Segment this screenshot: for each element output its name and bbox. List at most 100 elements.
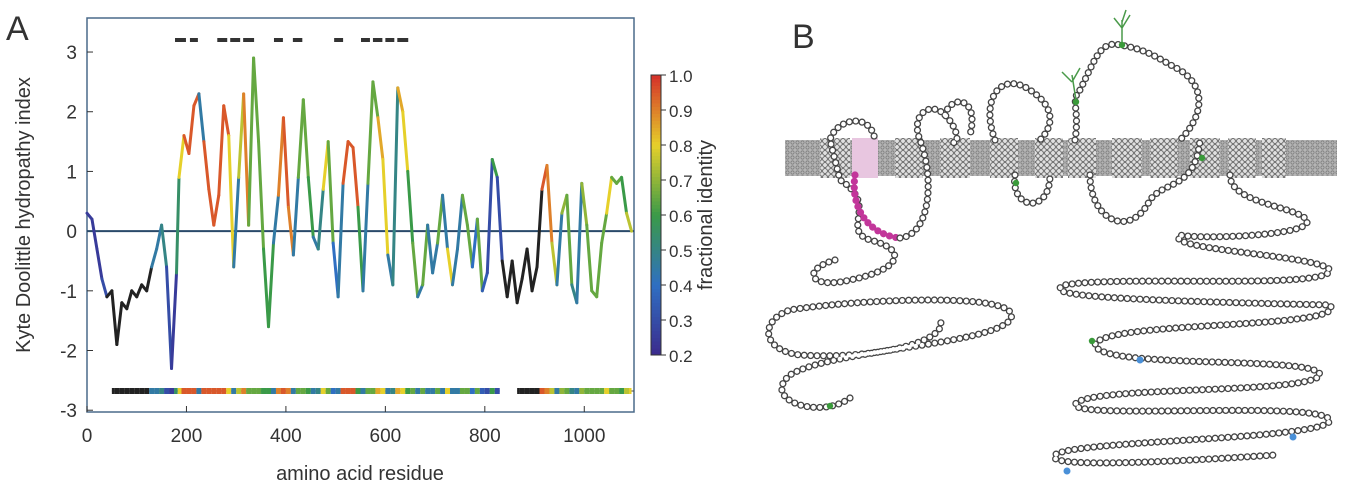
coverage-cell	[629, 388, 632, 394]
colorbar-cell	[651, 127, 661, 132]
identity-segment	[276, 116, 285, 197]
coverage-cell	[114, 388, 120, 394]
coverage-cell	[410, 388, 416, 394]
identity-segment	[436, 193, 445, 245]
identity-segment	[227, 134, 236, 269]
identity-segment	[366, 80, 375, 185]
colorbar-cell	[651, 162, 661, 167]
colorbar-cell	[651, 148, 661, 153]
colorbar-tick-label: 0.4	[669, 277, 693, 296]
identity-segment	[222, 104, 231, 138]
colorbar-cell	[651, 309, 661, 314]
coverage-cell	[196, 388, 202, 394]
x-axis-label: amino acid residue	[276, 463, 444, 485]
colorbar-tick-label: 0.9	[669, 102, 693, 121]
coverage-cell	[261, 388, 267, 394]
identity-segment	[247, 56, 256, 227]
identity-segment	[446, 247, 454, 287]
colorbar-cell	[651, 89, 661, 93]
colorbar-cell	[651, 208, 661, 212]
colorbar-cell	[651, 225, 661, 230]
colorbar-cell	[651, 250, 661, 254]
identity-segment	[145, 265, 154, 293]
identity-segment	[135, 283, 144, 299]
coverage-cell	[177, 388, 182, 394]
identity-segment	[505, 259, 514, 299]
coverage-cell	[589, 388, 595, 394]
identity-segment	[441, 193, 450, 251]
colorbar-cell	[651, 173, 661, 177]
y-tick-label: 2	[66, 103, 77, 124]
colorbar-cell	[651, 211, 661, 216]
identity-segment	[585, 223, 594, 293]
coverage-cell	[549, 388, 555, 394]
coverage-cell	[355, 388, 361, 394]
coverage-cell	[305, 388, 311, 394]
y-tick-label: -1	[60, 282, 77, 303]
coverage-cell	[594, 388, 600, 394]
colorbar-cell	[651, 106, 661, 111]
identity-segment	[545, 163, 554, 245]
coverage-cell	[310, 388, 316, 394]
colorbar-cell	[651, 124, 661, 128]
colorbar-cell	[651, 236, 661, 240]
colorbar-cell	[651, 281, 661, 286]
coverage-cell	[464, 388, 470, 394]
coverage-cell	[290, 388, 296, 394]
identity-segment	[426, 223, 435, 275]
identity-segment	[187, 104, 196, 156]
identity-segment	[170, 271, 179, 370]
identity-segment	[510, 259, 519, 305]
colorbar-cell	[651, 351, 661, 356]
identity-segment	[530, 265, 539, 293]
coverage-cell	[519, 388, 525, 394]
identity-segment	[565, 193, 574, 287]
colorbar-cell	[651, 82, 661, 86]
colorbar-cell	[651, 215, 661, 219]
colorbar-cell	[651, 229, 661, 233]
coverage-cell	[574, 388, 580, 394]
x-tick-label: 0	[82, 426, 93, 447]
identity-segment	[165, 265, 174, 370]
identity-segment	[212, 193, 221, 227]
colorbar-cell	[651, 306, 661, 310]
coverage-cell	[554, 388, 560, 394]
coverage-cell	[350, 388, 356, 394]
colorbar-cell	[651, 288, 661, 293]
coverage-cell	[149, 388, 155, 394]
coverage-cell	[191, 388, 197, 394]
identity-segment	[281, 116, 290, 209]
x-tick-label: 400	[270, 426, 302, 447]
identity-segment	[460, 193, 469, 227]
coverage-cell	[295, 388, 301, 394]
coverage-cell	[144, 388, 150, 394]
identity-segment	[291, 175, 300, 257]
colorbar-cell	[651, 92, 661, 97]
identity-segment	[217, 104, 226, 197]
identity-segment	[600, 211, 609, 245]
coverage-cell	[400, 388, 406, 394]
colorbar-cell	[651, 180, 661, 184]
identity-segment	[160, 223, 169, 269]
colorbar-cell	[651, 75, 661, 79]
coverage-cell	[405, 388, 411, 394]
identity-segment	[336, 181, 345, 299]
coverage-cell	[539, 388, 545, 394]
coverage-cell	[174, 388, 178, 394]
coverage-cell	[445, 388, 451, 394]
coverage-cell	[435, 388, 441, 394]
coverage-cell	[375, 388, 381, 394]
colorbar-cell	[651, 295, 661, 300]
identity-segment	[396, 86, 405, 114]
coverage-cell	[266, 388, 271, 394]
colorbar-cell	[651, 187, 661, 191]
identity-segment	[202, 140, 211, 191]
plot-area: -3 -2 -1 0 1 2 3 0 200 400 600 800 1000 0.2 0.3 0.4 0.5 0…	[60, 17, 693, 447]
colorbar-cell	[651, 274, 661, 279]
colorbar-cell	[651, 85, 661, 90]
coverage-cell	[315, 388, 321, 394]
coverage-cell	[181, 388, 187, 394]
coverage-cell	[124, 388, 130, 394]
colorbar-cell	[651, 278, 661, 282]
